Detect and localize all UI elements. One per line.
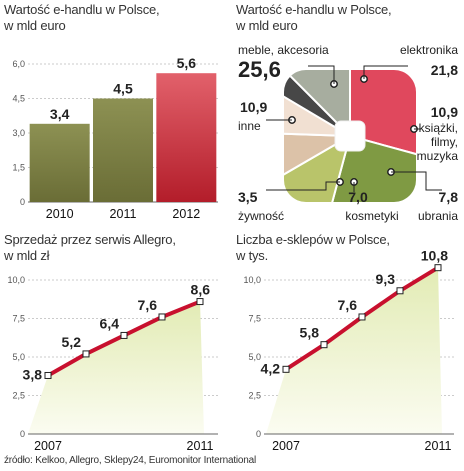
data-point (282, 365, 290, 373)
pie-slice-value: 7,8 (439, 189, 459, 205)
data-value-label: 7,6 (338, 297, 358, 313)
data-value-label: 8,6 (191, 282, 211, 298)
pie-center-hole (334, 120, 366, 152)
pie-slice (319, 134, 416, 202)
title-line-1: Wartość e-handlu w Polsce, (236, 2, 392, 17)
panel-ecommerce-categories-pie: Wartość e-handlu w Polsce, w mld euro me… (236, 2, 462, 228)
title-line-1: Liczba e-sklepów w Polsce, (236, 232, 390, 247)
y-tick-label: 5,0 (248, 352, 261, 362)
pie-slice-name: ubrania (418, 209, 458, 223)
pie-slice (284, 70, 351, 139)
data-point (120, 331, 128, 339)
title-line-2: w mld zł (4, 248, 50, 263)
bar-value-label: 3,4 (50, 106, 70, 122)
x-category-label: 2010 (46, 207, 74, 221)
bar-chart: 0 1,5 3,0 4,5 6,0 3,4 2010 4,5 2011 5,6 2012 (12, 55, 218, 221)
pie-slice (284, 131, 354, 194)
bar-value-label: 4,5 (113, 81, 133, 97)
y-tick-label: 0 (256, 429, 261, 439)
data-point (320, 341, 328, 349)
data-point (196, 298, 204, 306)
panel-title: Wartość e-handlu w Polsce, w mld euro (236, 2, 392, 34)
pie-leader-line (308, 65, 335, 84)
y-tick-label: 7,5 (248, 314, 261, 324)
data-point (158, 313, 166, 321)
bar-value-label: 5,6 (177, 55, 197, 71)
pie-slice-name: filmy, (431, 135, 458, 149)
y-tick-label: 6,0 (12, 59, 25, 69)
pie-slice-name: żywność (238, 209, 284, 223)
bar (93, 98, 153, 202)
data-value-label: 4,2 (261, 360, 281, 376)
panel-title: Sprzedaż przez serwis Allegro, w mld zł (4, 232, 176, 264)
pie-slice-value: 3,5 (238, 189, 258, 205)
pie-slice-value: 10,9 (240, 99, 267, 115)
x-tick-label: 2007 (34, 439, 62, 453)
y-tick-label: 2,5 (12, 391, 25, 401)
pie-slice (349, 70, 416, 167)
y-tick-label: 0 (20, 197, 25, 207)
y-tick-label: 3,0 (12, 128, 25, 138)
bar (29, 123, 90, 202)
data-value-label: 5,8 (300, 325, 320, 341)
area-fill (266, 267, 442, 434)
data-value-label: 3,8 (23, 366, 43, 382)
source-note: źródło: Kelkoo, Allegro, Sklepy24, Eurom… (4, 455, 257, 466)
data-point (358, 313, 366, 321)
pie-slice-name: książki, (419, 121, 458, 135)
line-chart-allegro: 0 2,5 5,0 7,5 10,0 3,8 5,2 6,4 7,6 8,6 2007 2011 (7, 275, 218, 453)
title-line-2: w tys. (236, 248, 269, 263)
title-line-1: Sprzedaż przez serwis Allegro, (4, 232, 176, 247)
x-tick-label: 2011 (425, 439, 452, 453)
x-category-label: 2011 (110, 207, 137, 221)
pie-slice (284, 70, 351, 137)
data-value-label: 9,3 (376, 271, 396, 287)
pie-slice-name: inne (238, 119, 261, 133)
pie-slice-name: kosmetyki (345, 209, 398, 223)
data-value-label: 7,6 (138, 297, 158, 313)
pie-slice-name: meble, akcesoria (238, 43, 329, 57)
pie-leader-line (363, 65, 408, 79)
panel-title: Liczba e-sklepów w Polsce, w tys. (236, 232, 390, 264)
area-fill (28, 301, 204, 434)
pie-slice (284, 77, 351, 137)
y-tick-label: 1,5 (12, 163, 25, 173)
pie-slice-value: 21,8 (431, 62, 458, 78)
y-tick-label: 7,5 (12, 314, 25, 324)
pie-slice-name: elektronika (400, 43, 458, 57)
data-value-label: 10,8 (421, 248, 448, 264)
y-tick-label: 10,0 (7, 275, 25, 285)
line-chart-eshops: 0 2,5 5,0 7,5 10,0 4,2 5,8 7,6 9,3 10,8 2007 2011 (243, 248, 454, 453)
y-tick-label: 4,5 (12, 94, 25, 104)
pie-slice-name: muzyka (417, 149, 459, 163)
y-tick-label: 2,5 (248, 391, 261, 401)
data-point (44, 371, 52, 379)
title-line-1: Wartość e-handlu w Polsce, (4, 2, 160, 17)
title-line-2: w mld euro (4, 18, 66, 33)
data-point (396, 287, 404, 295)
pie-slice-value: 10,9 (431, 104, 458, 120)
x-tick-label: 2011 (187, 439, 214, 453)
data-value-label: 5,2 (62, 334, 82, 350)
y-tick-label: 10,0 (243, 275, 261, 285)
data-point (434, 264, 442, 272)
y-tick-label: 0 (20, 429, 25, 439)
title-line-2: w mld euro (236, 18, 298, 33)
y-tick-label: 5,0 (12, 352, 25, 362)
pie-slice-value: 7,0 (348, 189, 368, 205)
pie-leader-line (266, 181, 340, 191)
bar (156, 73, 217, 202)
data-point (82, 350, 90, 358)
panel-allegro-sales-line: Sprzedaż przez serwis Allegro, w mld zł … (4, 232, 226, 454)
panel-title: Wartość e-handlu w Polsce, w mld euro (4, 2, 160, 34)
panel-ecommerce-value-bar: Wartość e-handlu w Polsce, w mld euro 0 1… (4, 2, 226, 228)
pie-leader-line (391, 171, 442, 191)
x-category-label: 2012 (172, 207, 200, 221)
data-value-label: 6,4 (100, 315, 120, 331)
pie-slice-value: 25,6 (238, 57, 281, 82)
x-tick-label: 2007 (272, 439, 300, 453)
panel-eshops-count-line: Liczba e-sklepów w Polsce, w tys. 0 2,5 5,… (236, 232, 462, 454)
